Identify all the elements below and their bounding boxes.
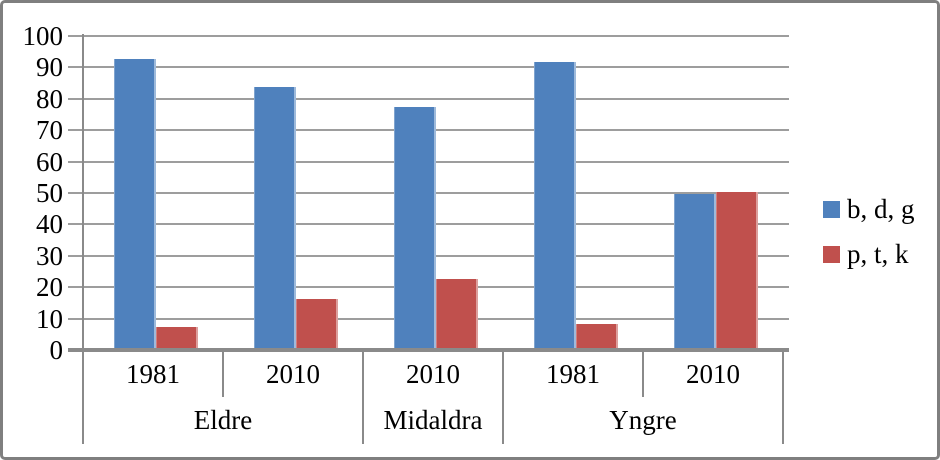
legend-item: b, d, g	[823, 196, 915, 223]
legend-color-swatch-icon	[823, 201, 840, 218]
gridline	[68, 35, 789, 37]
y-axis-tick-label: 30	[36, 240, 63, 271]
y-axis-tick-label: 10	[36, 303, 63, 334]
x-axis-line	[68, 348, 789, 352]
category-year-separator	[222, 352, 224, 397]
y-axis-tick-label: 70	[36, 115, 63, 146]
x-axis-year-label: 1981	[126, 359, 180, 389]
legend-color-swatch-icon	[823, 246, 840, 263]
category-group-separator	[362, 352, 364, 444]
bar-bdg-cat4	[674, 193, 716, 348]
bar-bdg-cat3	[534, 62, 576, 348]
x-axis-year-label: 2010	[686, 359, 740, 389]
bar-ptk-cat1	[296, 298, 338, 348]
legend-item: p, t, k	[823, 241, 915, 268]
y-axis-tick-label: 90	[36, 52, 63, 83]
category-year-separator	[642, 352, 644, 397]
category-group-separator	[82, 352, 84, 444]
legend-label: p, t, k	[847, 239, 909, 269]
y-axis-tick-label: 80	[36, 83, 63, 114]
gridline	[68, 66, 789, 69]
x-axis-year-label: 2010	[406, 359, 460, 389]
x-axis-group-label: Eldre	[193, 405, 253, 435]
y-axis-tick-label: 40	[36, 209, 63, 240]
gridline	[68, 97, 789, 100]
bar-bdg-cat2	[394, 106, 436, 348]
legend-label: b, d, g	[847, 194, 915, 224]
legend: b, d, g p, t, k	[823, 196, 915, 268]
x-axis-group-label: Yngre	[609, 405, 677, 435]
bar-ptk-cat2	[436, 279, 478, 348]
y-axis-tick-label: 60	[36, 146, 63, 177]
x-axis-group-label: Midaldra	[383, 405, 483, 435]
y-axis-tick-label: 50	[36, 178, 63, 208]
bar-bdg-cat0	[114, 58, 156, 348]
y-axis-tick-label: 100	[22, 21, 64, 51]
y-axis-tick-label: 20	[36, 272, 63, 303]
bar-ptk-cat3	[576, 323, 618, 348]
category-group-separator	[502, 352, 504, 444]
category-group-separator	[782, 352, 784, 444]
y-axis-tick-label: 0	[49, 335, 64, 365]
x-axis-year-label: 2010	[266, 359, 320, 389]
bar-ptk-cat4	[716, 192, 758, 348]
x-axis-year-label: 1981	[546, 359, 600, 389]
bar-ptk-cat0	[156, 327, 198, 348]
bar-bdg-cat1	[254, 86, 296, 348]
y-axis-line	[82, 34, 84, 350]
